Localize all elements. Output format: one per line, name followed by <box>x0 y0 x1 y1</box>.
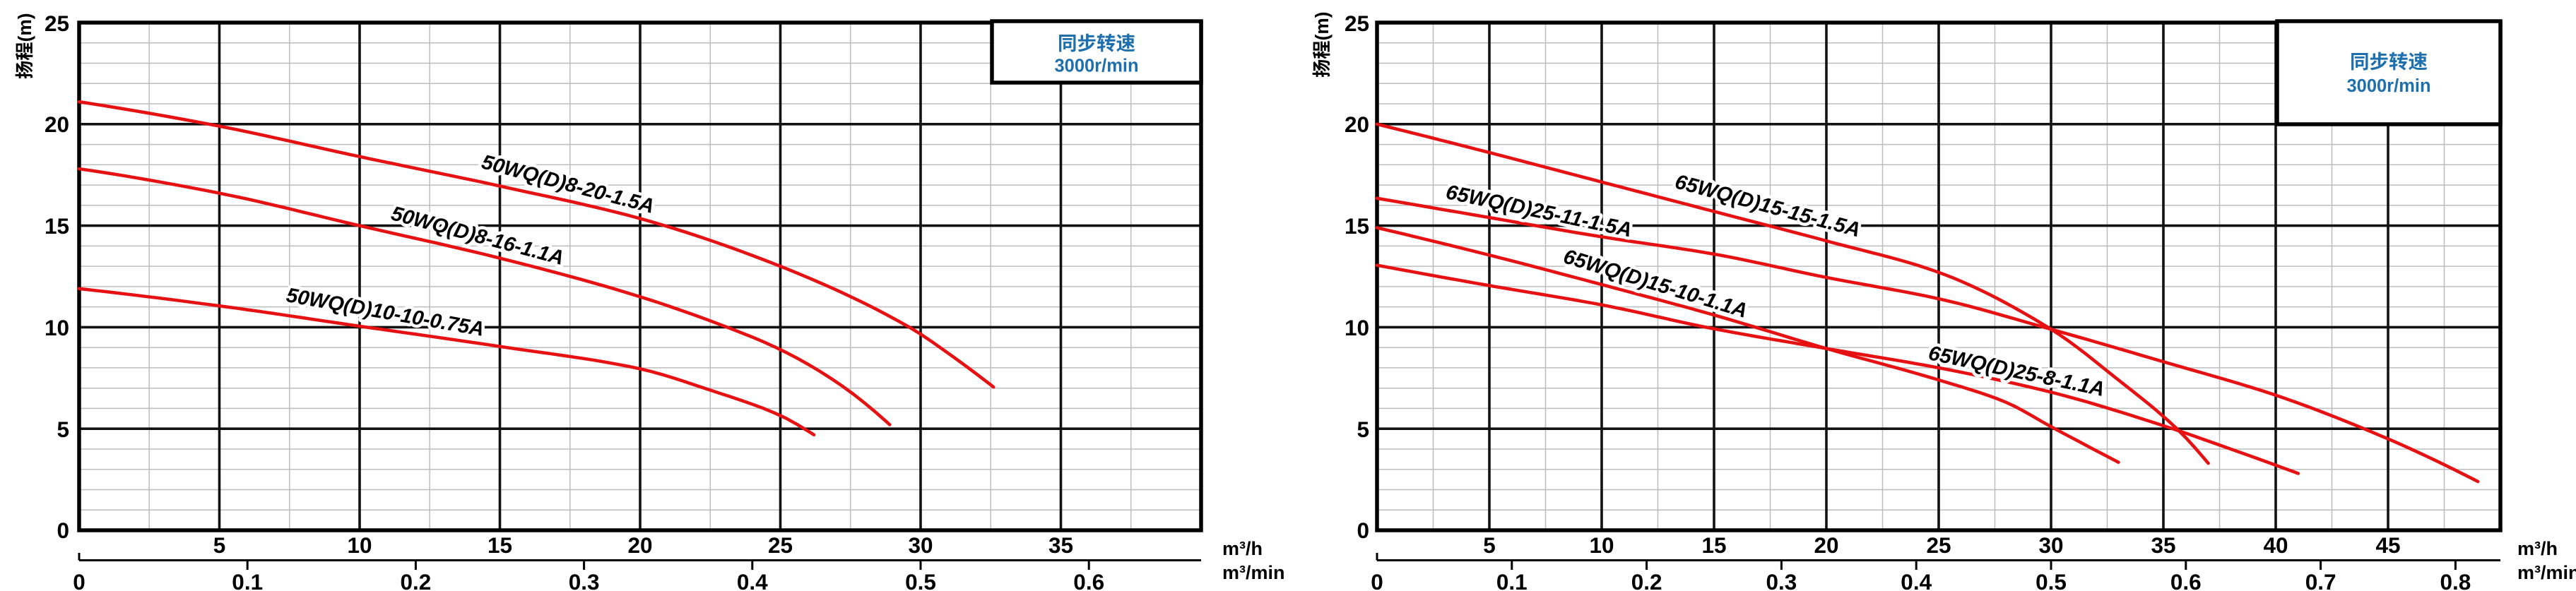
svg-text:5: 5 <box>1483 532 1496 558</box>
svg-text:(m): (m) <box>1311 11 1333 40</box>
svg-text:0: 0 <box>1371 569 1383 591</box>
svg-text:0.5: 0.5 <box>2036 569 2067 591</box>
svg-text:15: 15 <box>1345 213 1369 239</box>
svg-text:20: 20 <box>1814 532 1838 558</box>
svg-text:3000r/min: 3000r/min <box>2346 76 2430 96</box>
svg-text:0.3: 0.3 <box>1766 569 1797 591</box>
svg-text:0.1: 0.1 <box>232 569 263 591</box>
svg-text:m³/h: m³/h <box>2517 538 2558 559</box>
svg-text:5: 5 <box>57 417 69 442</box>
svg-text:25: 25 <box>768 532 793 558</box>
svg-text:5: 5 <box>213 532 226 558</box>
svg-text:40: 40 <box>2263 532 2288 558</box>
svg-text:0.1: 0.1 <box>1496 569 1528 591</box>
svg-text:0.4: 0.4 <box>737 569 768 591</box>
svg-text:10: 10 <box>1345 315 1369 340</box>
svg-text:m³/h: m³/h <box>1222 538 1263 559</box>
svg-text:15: 15 <box>45 213 69 239</box>
svg-text:0.3: 0.3 <box>569 569 600 591</box>
svg-text:35: 35 <box>2151 532 2175 558</box>
svg-text:20: 20 <box>627 532 652 558</box>
svg-text:m³/min: m³/min <box>2517 562 2576 583</box>
svg-text:10: 10 <box>1589 532 1614 558</box>
svg-text:20: 20 <box>45 112 69 137</box>
svg-text:0.6: 0.6 <box>2170 569 2202 591</box>
svg-text:30: 30 <box>2038 532 2063 558</box>
svg-text:0.2: 0.2 <box>1631 569 1662 591</box>
svg-text:25: 25 <box>1345 11 1369 36</box>
svg-text:3000r/min: 3000r/min <box>1054 56 1138 76</box>
svg-text:0.7: 0.7 <box>2305 569 2336 591</box>
svg-text:5: 5 <box>1357 417 1369 442</box>
svg-text:10: 10 <box>45 315 69 340</box>
svg-text:0: 0 <box>57 518 69 543</box>
svg-text:0: 0 <box>1357 518 1369 543</box>
svg-text:20: 20 <box>1345 112 1369 137</box>
svg-text:25: 25 <box>45 11 69 36</box>
svg-text:0.2: 0.2 <box>401 569 432 591</box>
svg-text:(m): (m) <box>14 13 35 42</box>
svg-text:0.4: 0.4 <box>1901 569 1932 591</box>
svg-text:15: 15 <box>488 532 512 558</box>
svg-text:35: 35 <box>1048 532 1073 558</box>
svg-text:10: 10 <box>347 532 372 558</box>
svg-text:30: 30 <box>908 532 933 558</box>
svg-text:25: 25 <box>1926 532 1951 558</box>
svg-text:45: 45 <box>2375 532 2400 558</box>
svg-text:0.5: 0.5 <box>905 569 936 591</box>
svg-text:m³/min: m³/min <box>1222 562 1285 583</box>
svg-text:15: 15 <box>1701 532 1726 558</box>
svg-text:0.8: 0.8 <box>2440 569 2471 591</box>
svg-text:0.6: 0.6 <box>1073 569 1104 591</box>
svg-text:0: 0 <box>73 569 85 591</box>
